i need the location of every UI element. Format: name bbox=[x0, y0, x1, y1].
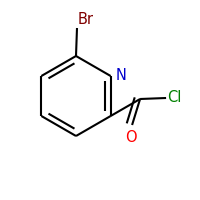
Text: O: O bbox=[125, 130, 137, 145]
Text: Br: Br bbox=[78, 12, 94, 27]
Text: Cl: Cl bbox=[167, 90, 181, 105]
Text: N: N bbox=[116, 68, 127, 84]
